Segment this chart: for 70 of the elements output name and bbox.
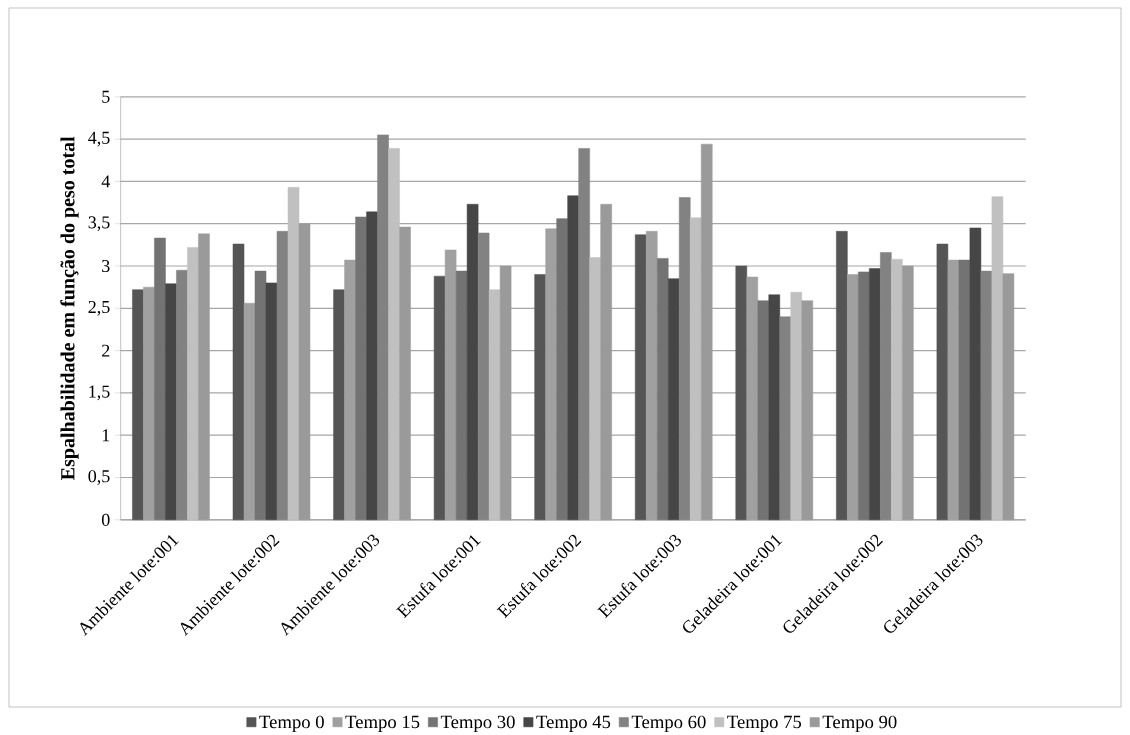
- bar: [980, 270, 993, 520]
- bar: [991, 196, 1004, 520]
- bar: [556, 218, 568, 520]
- bar: [757, 300, 770, 520]
- bar: [958, 259, 971, 520]
- y-tick-label: 4: [101, 175, 110, 188]
- bar: [891, 258, 903, 520]
- y-tick-label: 2: [102, 344, 110, 357]
- bar: [589, 257, 601, 520]
- bar: [132, 289, 144, 520]
- legend-label: Tempo 45: [536, 715, 611, 732]
- bar: [388, 147, 400, 520]
- bar: [847, 274, 859, 520]
- bar: [880, 252, 892, 520]
- bar: [790, 291, 803, 520]
- bar: [154, 237, 166, 520]
- bar: [667, 278, 680, 520]
- y-axis-title: Espalhabilidade em função do peso total: [60, 136, 79, 480]
- bar: [165, 283, 177, 520]
- legend-label: Tempo 0: [259, 715, 324, 732]
- bar: [936, 243, 949, 520]
- legend-label: Tempo 30: [440, 715, 515, 732]
- bar: [366, 211, 378, 520]
- bar: [176, 269, 188, 520]
- bar: [143, 286, 155, 520]
- legend-label: Tempo 15: [345, 715, 420, 732]
- bar: [689, 217, 702, 520]
- bar: [858, 271, 870, 520]
- bar: [433, 275, 446, 520]
- bar: [355, 216, 367, 520]
- legend-label: Tempo 90: [822, 715, 897, 732]
- bar: [779, 316, 792, 520]
- bar: [377, 134, 389, 520]
- bar: [947, 259, 960, 520]
- bar: [333, 289, 345, 520]
- bar: [488, 289, 501, 520]
- bar: [969, 227, 982, 520]
- bar: [656, 257, 669, 520]
- bar: [187, 246, 199, 520]
- bar: [645, 230, 658, 520]
- bar: [534, 274, 546, 520]
- bar: [232, 243, 245, 520]
- bar: [254, 270, 267, 520]
- y-tick-label: 5: [102, 90, 110, 103]
- bar: [276, 230, 289, 520]
- bar: [466, 203, 479, 520]
- y-tick-label: 2,5: [88, 300, 110, 316]
- bar: [477, 232, 490, 520]
- bar: [265, 282, 278, 520]
- bar: [567, 195, 579, 520]
- legend-label: Tempo 75: [727, 715, 802, 732]
- y-tick-label: 3,5: [88, 216, 110, 231]
- y-tick-label: 4,5: [88, 131, 110, 147]
- bar: [243, 302, 256, 520]
- y-tick-label: 0,5: [88, 469, 110, 485]
- bar: [455, 270, 468, 520]
- bar: [578, 147, 590, 520]
- y-tick-label: 0: [101, 513, 110, 526]
- bar: [634, 234, 647, 520]
- y-tick-label: 3: [102, 259, 110, 272]
- bar: [836, 230, 848, 520]
- y-tick-label: 1,5: [89, 385, 110, 401]
- bar: [869, 268, 881, 520]
- legend-label: Tempo 60: [631, 715, 706, 732]
- bar: [735, 265, 748, 520]
- bar: [746, 276, 759, 520]
- bar: [678, 197, 691, 520]
- bar: [287, 186, 300, 520]
- bar: [768, 294, 781, 520]
- y-tick-label: 1: [102, 429, 110, 441]
